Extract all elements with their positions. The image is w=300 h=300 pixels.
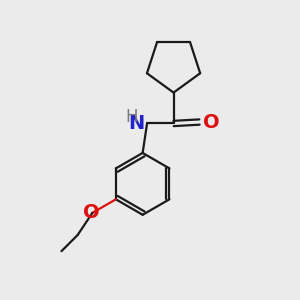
Text: O: O: [203, 112, 220, 131]
Text: O: O: [82, 203, 99, 222]
Text: N: N: [128, 114, 145, 133]
Text: H: H: [125, 108, 138, 126]
